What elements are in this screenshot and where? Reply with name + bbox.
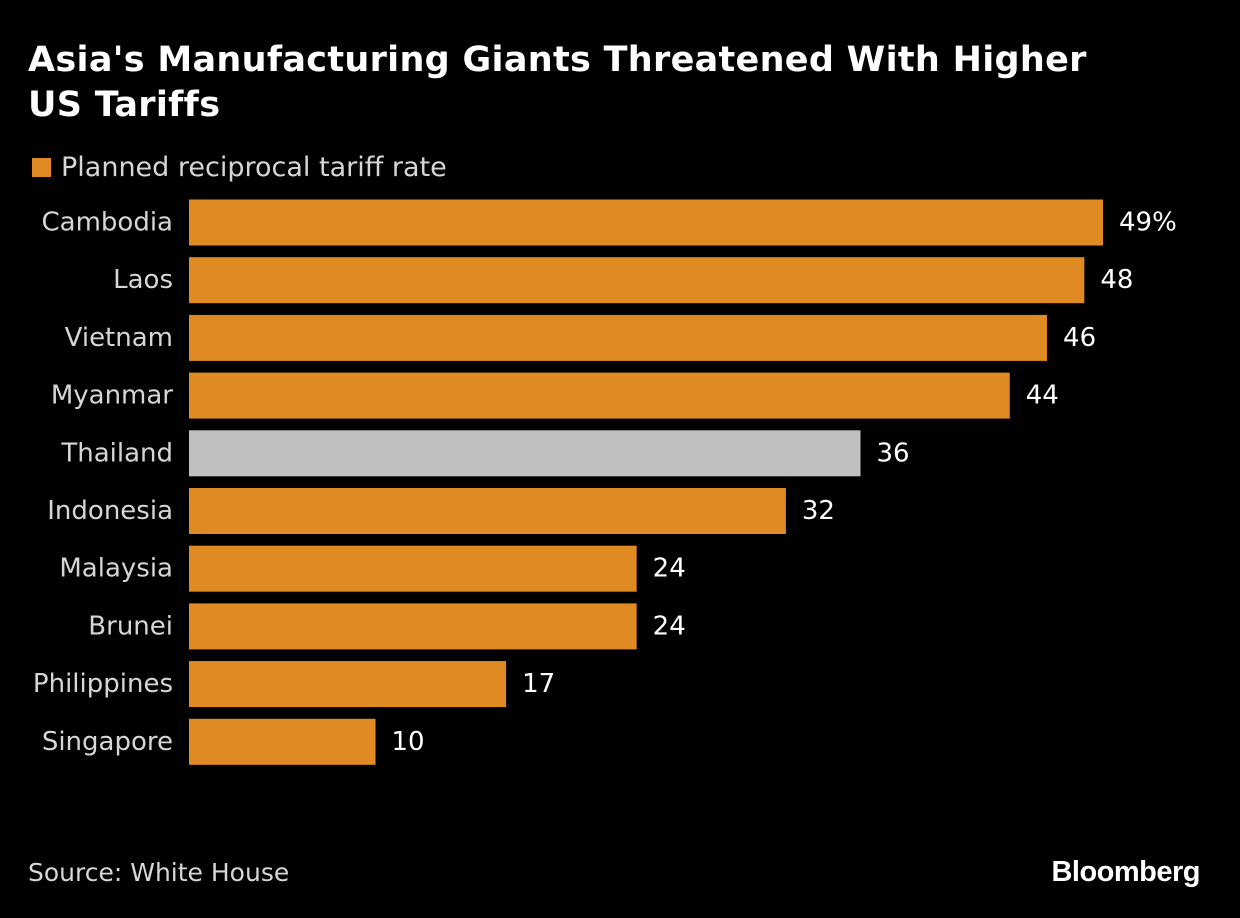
value-label-laos: 48 [1100,265,1133,295]
value-label-myanmar: 44 [1026,381,1059,411]
category-label-thailand: Thailand [60,438,173,468]
bar-myanmar [189,372,1010,419]
legend-swatch [32,157,51,177]
category-label-laos: Laos [113,265,173,295]
value-label-vietnam: 46 [1063,323,1096,353]
bar-thailand [189,430,861,477]
bar-vietnam [189,314,1048,361]
category-label-indonesia: Indonesia [47,496,173,526]
value-label-cambodia: 49% [1119,208,1177,238]
category-label-myanmar: Myanmar [51,381,173,411]
category-label-singapore: Singapore [42,727,173,757]
bar-chart: Cambodia 49% Laos 48 Vietnam 46 Myanmar 44 Thail… [33,199,1177,765]
legend: Planned reciprocal tariff rate [32,150,447,184]
chart-title: Asia's Manufacturing Giants Threatened W… [28,40,1087,125]
category-label-malaysia: Malaysia [59,554,173,584]
legend-label: Planned reciprocal tariff rate [61,151,447,183]
bloomberg-logo: Bloomberg [1051,856,1200,888]
bar-cambodia [189,199,1103,246]
bar-brunei [189,603,637,650]
value-label-malaysia: 24 [653,554,686,584]
value-label-singapore: 10 [392,727,425,757]
value-label-brunei: 24 [653,611,686,641]
value-label-indonesia: 32 [802,496,835,526]
category-label-cambodia: Cambodia [42,208,174,238]
bar-indonesia [189,488,786,534]
value-label-philippines: 17 [522,669,555,699]
category-label-vietnam: Vietnam [65,323,173,353]
bar-laos [189,257,1085,304]
category-label-philippines: Philippines [33,669,173,699]
source-note: Source: White House [28,858,290,887]
bar-singapore [189,718,376,765]
category-label-brunei: Brunei [88,611,173,641]
bar-philippines [189,661,507,708]
value-label-thailand: 36 [877,438,910,468]
bar-malaysia [189,545,637,592]
